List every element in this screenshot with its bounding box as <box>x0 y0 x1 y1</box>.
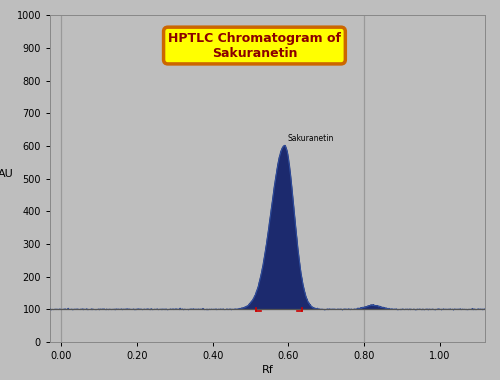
Text: HPTLC Chromatogram of
Sakuranetin: HPTLC Chromatogram of Sakuranetin <box>168 32 341 60</box>
Text: Sakuranetin: Sakuranetin <box>288 134 334 142</box>
Y-axis label: AU: AU <box>0 169 13 179</box>
X-axis label: Rf: Rf <box>262 365 274 375</box>
